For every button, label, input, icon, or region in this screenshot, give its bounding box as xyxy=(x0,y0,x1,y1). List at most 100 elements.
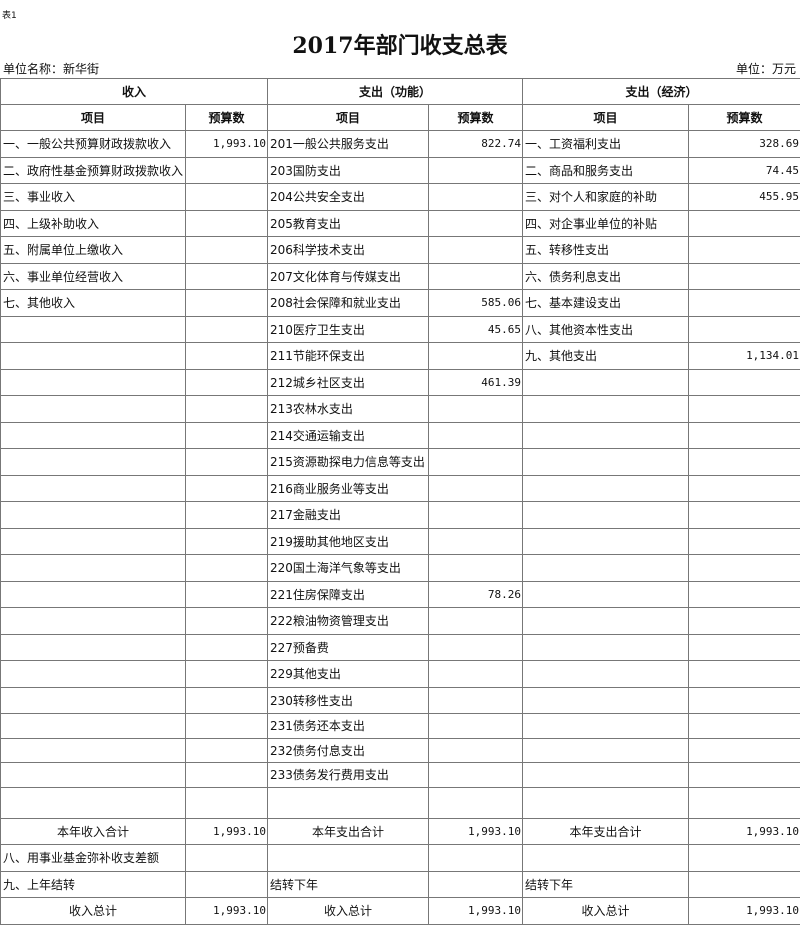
item-cell xyxy=(1,738,186,763)
section-header-row: 收入 支出（功能） 支出（经济） xyxy=(1,79,800,105)
budget-cell xyxy=(689,237,800,264)
item-cell xyxy=(523,581,689,608)
section-economic: 支出（经济） xyxy=(523,79,800,105)
budget-cell: 45.65 xyxy=(429,316,523,343)
budget-cell xyxy=(689,581,800,608)
item-cell xyxy=(523,422,689,449)
budget-cell xyxy=(186,475,268,502)
item-cell: 本年收入合计 xyxy=(1,818,186,845)
item-cell: 230转移性支出 xyxy=(268,687,429,714)
budget-cell xyxy=(186,608,268,635)
table-row: 231债务还本支出 xyxy=(1,714,800,739)
item-cell: 208社会保障和就业支出 xyxy=(268,290,429,317)
item-cell: 四、对企事业单位的补贴 xyxy=(523,210,689,237)
item-cell xyxy=(1,687,186,714)
budget-cell xyxy=(186,396,268,423)
item-cell xyxy=(523,449,689,476)
unit-name: 单位名称：新华街 xyxy=(3,60,99,77)
budget-cell: 1,993.10 xyxy=(429,898,523,925)
item-cell: 二、商品和服务支出 xyxy=(523,157,689,184)
budget-cell xyxy=(429,157,523,184)
budget-cell xyxy=(429,687,523,714)
item-cell xyxy=(1,634,186,661)
item-cell: 七、其他收入 xyxy=(1,290,186,317)
budget-cell xyxy=(429,184,523,211)
item-cell xyxy=(1,714,186,739)
table-row: 214交通运输支出 xyxy=(1,422,800,449)
item-cell: 六、事业单位经营收入 xyxy=(1,263,186,290)
item-cell: 216商业服务业等支出 xyxy=(268,475,429,502)
budget-cell xyxy=(689,661,800,688)
budget-cell: 1,993.10 xyxy=(689,898,800,925)
table-row: 215资源勘探电力信息等支出 xyxy=(1,449,800,476)
table-row xyxy=(1,787,800,818)
budget-cell xyxy=(689,608,800,635)
budget-cell xyxy=(429,475,523,502)
budget-cell xyxy=(186,763,268,788)
table-row: 222粮油物资管理支出 xyxy=(1,608,800,635)
budget-cell xyxy=(186,871,268,898)
item-cell: 214交通运输支出 xyxy=(268,422,429,449)
budget-cell: 1,993.10 xyxy=(186,131,268,158)
item-cell xyxy=(268,845,429,872)
budget-cell xyxy=(186,581,268,608)
budget-cell: 1,134.01 xyxy=(689,343,800,370)
item-cell xyxy=(1,528,186,555)
budget-cell xyxy=(429,871,523,898)
col-budget: 预算数 xyxy=(689,105,800,131)
table-row: 229其他支出 xyxy=(1,661,800,688)
table-row: 219援助其他地区支出 xyxy=(1,528,800,555)
table-row: 230转移性支出 xyxy=(1,687,800,714)
budget-cell xyxy=(689,422,800,449)
budget-cell xyxy=(186,528,268,555)
budget-cell xyxy=(186,157,268,184)
budget-cell xyxy=(186,316,268,343)
budget-cell: 461.39 xyxy=(429,369,523,396)
budget-cell xyxy=(186,422,268,449)
item-cell: 五、附属单位上缴收入 xyxy=(1,237,186,264)
item-cell xyxy=(523,396,689,423)
item-cell xyxy=(1,661,186,688)
budget-cell xyxy=(186,555,268,582)
budget-cell xyxy=(186,661,268,688)
table-row: 216商业服务业等支出 xyxy=(1,475,800,502)
item-cell: 206科学技术支出 xyxy=(268,237,429,264)
budget-cell xyxy=(186,502,268,529)
budget-cell: 74.45 xyxy=(689,157,800,184)
budget-cell xyxy=(689,210,800,237)
table-row: 九、上年结转结转下年结转下年 xyxy=(1,871,800,898)
item-cell: 结转下年 xyxy=(268,871,429,898)
item-cell: 204公共安全支出 xyxy=(268,184,429,211)
item-cell xyxy=(523,714,689,739)
budget-cell xyxy=(186,237,268,264)
budget-cell: 1,993.10 xyxy=(429,818,523,845)
budget-cell xyxy=(429,263,523,290)
budget-cell xyxy=(429,661,523,688)
budget-cell xyxy=(429,763,523,788)
item-cell: 221住房保障支出 xyxy=(268,581,429,608)
budget-cell xyxy=(689,263,800,290)
budget-cell xyxy=(186,369,268,396)
table-row: 227预备费 xyxy=(1,634,800,661)
table-row: 233债务发行费用支出 xyxy=(1,763,800,788)
item-cell: 八、其他资本性支出 xyxy=(523,316,689,343)
budget-cell xyxy=(186,449,268,476)
budget-cell xyxy=(429,422,523,449)
item-cell: 收入总计 xyxy=(1,898,186,925)
budget-cell xyxy=(186,738,268,763)
item-cell: 八、用事业基金弥补收支差额 xyxy=(1,845,186,872)
item-cell: 215资源勘探电力信息等支出 xyxy=(268,449,429,476)
budget-cell xyxy=(689,787,800,818)
item-cell xyxy=(1,422,186,449)
budget-cell xyxy=(689,502,800,529)
budget-cell xyxy=(186,634,268,661)
budget-cell xyxy=(186,184,268,211)
